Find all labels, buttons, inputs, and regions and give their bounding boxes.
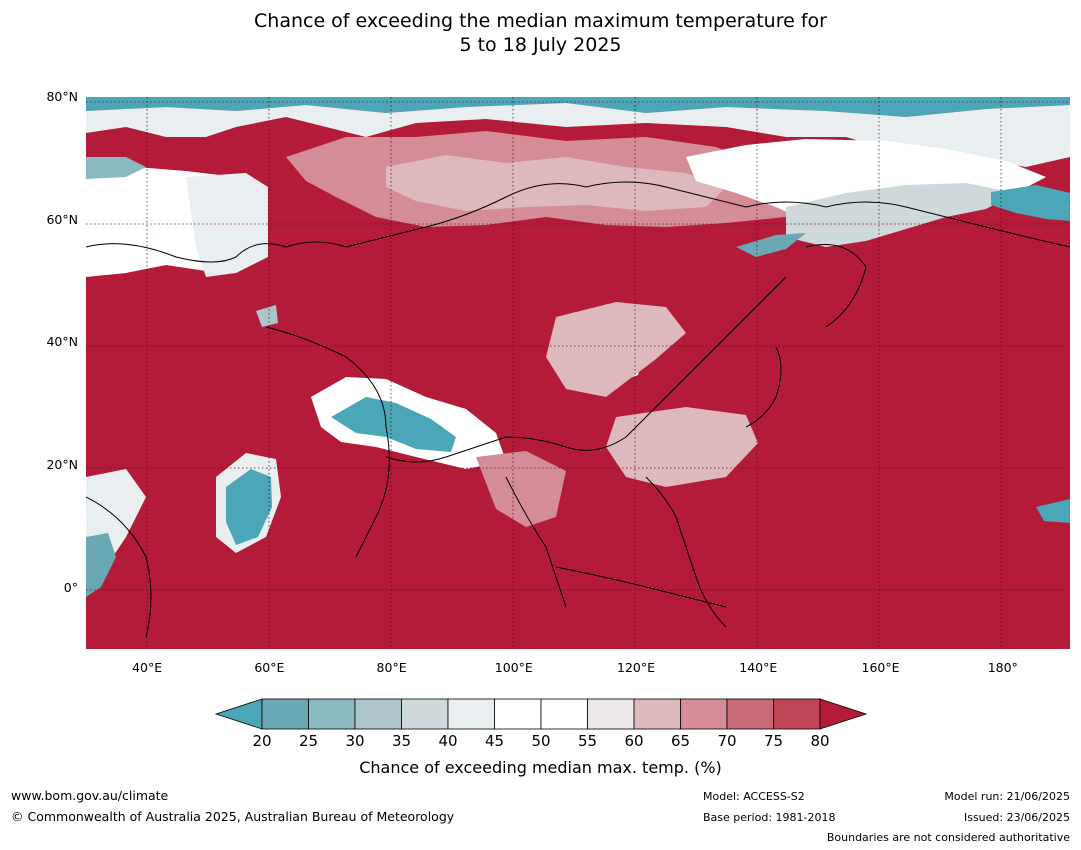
- colorbar-tick-label: 55: [577, 732, 598, 750]
- colorbar-tick-label: 50: [531, 732, 551, 750]
- colorbar-tick-label: 80: [810, 732, 830, 750]
- longitude-label: 120°E: [617, 660, 656, 675]
- region-caspian-grey: [256, 305, 278, 327]
- colorbar-tick-label: 70: [717, 732, 737, 750]
- colorbar-swatch: [540, 698, 588, 730]
- colorbar-title: Chance of exceeding median max. temp. (%…: [359, 758, 722, 777]
- region-north-china-pink: [546, 302, 686, 397]
- colorbar-swatch: [494, 698, 542, 730]
- colorbar-swatch: [354, 698, 402, 730]
- colorbar-swatch: [633, 698, 681, 730]
- probability-map: [86, 97, 1070, 649]
- region-arctic-light: [86, 103, 1070, 167]
- region-east-china-sea-pink: [606, 407, 758, 487]
- latitude-label: 60°N: [46, 211, 78, 227]
- latitude-label: 40°N: [46, 334, 78, 350]
- colorbar-tick-label: 65: [670, 732, 691, 750]
- boundaries-disclaimer: Boundaries are not considered authoritat…: [826, 831, 1070, 844]
- longitude-label: 40°E: [132, 660, 163, 675]
- colorbar-tick-label: 25: [298, 732, 319, 750]
- base-period: Base period: 1981-2018: [703, 811, 836, 824]
- website-link[interactable]: www.bom.gov.au/climate: [11, 788, 169, 803]
- colorbar-tick-label: 75: [763, 732, 784, 750]
- colorbar-tick-label: 40: [438, 732, 458, 750]
- colorbar-swatch: [261, 698, 309, 730]
- colorbar-tick-label: 20: [252, 732, 272, 750]
- colorbar-over-arrow: [819, 698, 868, 730]
- colorbar-tick-label: 60: [624, 732, 644, 750]
- chart-title: Chance of exceeding the median maximum t…: [0, 9, 1081, 57]
- model-run-date: Model run: 21/06/2025: [944, 790, 1070, 803]
- region-arctic-teal: [86, 97, 1070, 117]
- colorbar-swatch: [680, 698, 728, 730]
- region-east-siberia-white: [686, 139, 1046, 225]
- coastlines: [86, 181, 1070, 638]
- longitude-label: 180°: [987, 660, 1018, 675]
- region-scandinavia-teal: [86, 157, 146, 179]
- longitude-label: 80°E: [376, 660, 407, 675]
- region-pacific-teal: [1036, 499, 1070, 523]
- region-southeast-asia-pink: [476, 451, 566, 527]
- issued-date: Issued: 23/06/2025: [963, 811, 1070, 824]
- colorbar-tick-label: 35: [391, 732, 412, 750]
- title-line-1: Chance of exceeding the median maximum t…: [254, 10, 827, 32]
- colorbar-swatch: [726, 698, 774, 730]
- colorbar-under-arrow: [214, 698, 263, 730]
- colorbar: [214, 698, 868, 730]
- colorbar-tick-label: 45: [484, 732, 505, 750]
- region-africa-teal: [86, 533, 116, 597]
- latitude-label: 80°N: [46, 89, 78, 104]
- title-line-2: 5 to 18 July 2025: [459, 34, 622, 56]
- copyright: © Commonwealth of Australia 2025, Austra…: [11, 809, 455, 824]
- map-plot-area: [86, 97, 1070, 649]
- latitude-label: 0°: [63, 579, 78, 595]
- colorbar-swatch: [447, 698, 495, 730]
- longitude-label: 100°E: [494, 660, 533, 675]
- graticule: [86, 97, 1070, 649]
- longitude-label: 140°E: [739, 660, 778, 675]
- colorbar-swatch: [587, 698, 635, 730]
- region-bering-teal: [991, 185, 1070, 221]
- colorbar-swatch: [401, 698, 449, 730]
- colorbar-swatch: [773, 698, 821, 730]
- model-name: Model: ACCESS-S2: [703, 790, 805, 803]
- region-west-russia-grey: [186, 173, 268, 277]
- region-siberia-lightpink: [386, 155, 726, 211]
- region-arabian-sea-teal: [226, 469, 272, 545]
- region-okhotsk-teal: [736, 233, 806, 257]
- region-tibet-teal: [331, 397, 456, 452]
- colorbar-swatch: [308, 698, 356, 730]
- longitude-label: 160°E: [861, 660, 900, 675]
- latitude-label: 20°N: [46, 457, 78, 472]
- longitude-label: 60°E: [254, 660, 285, 675]
- colorbar-tick-label: 30: [345, 732, 365, 750]
- region-east-siberia-grey: [786, 183, 1016, 247]
